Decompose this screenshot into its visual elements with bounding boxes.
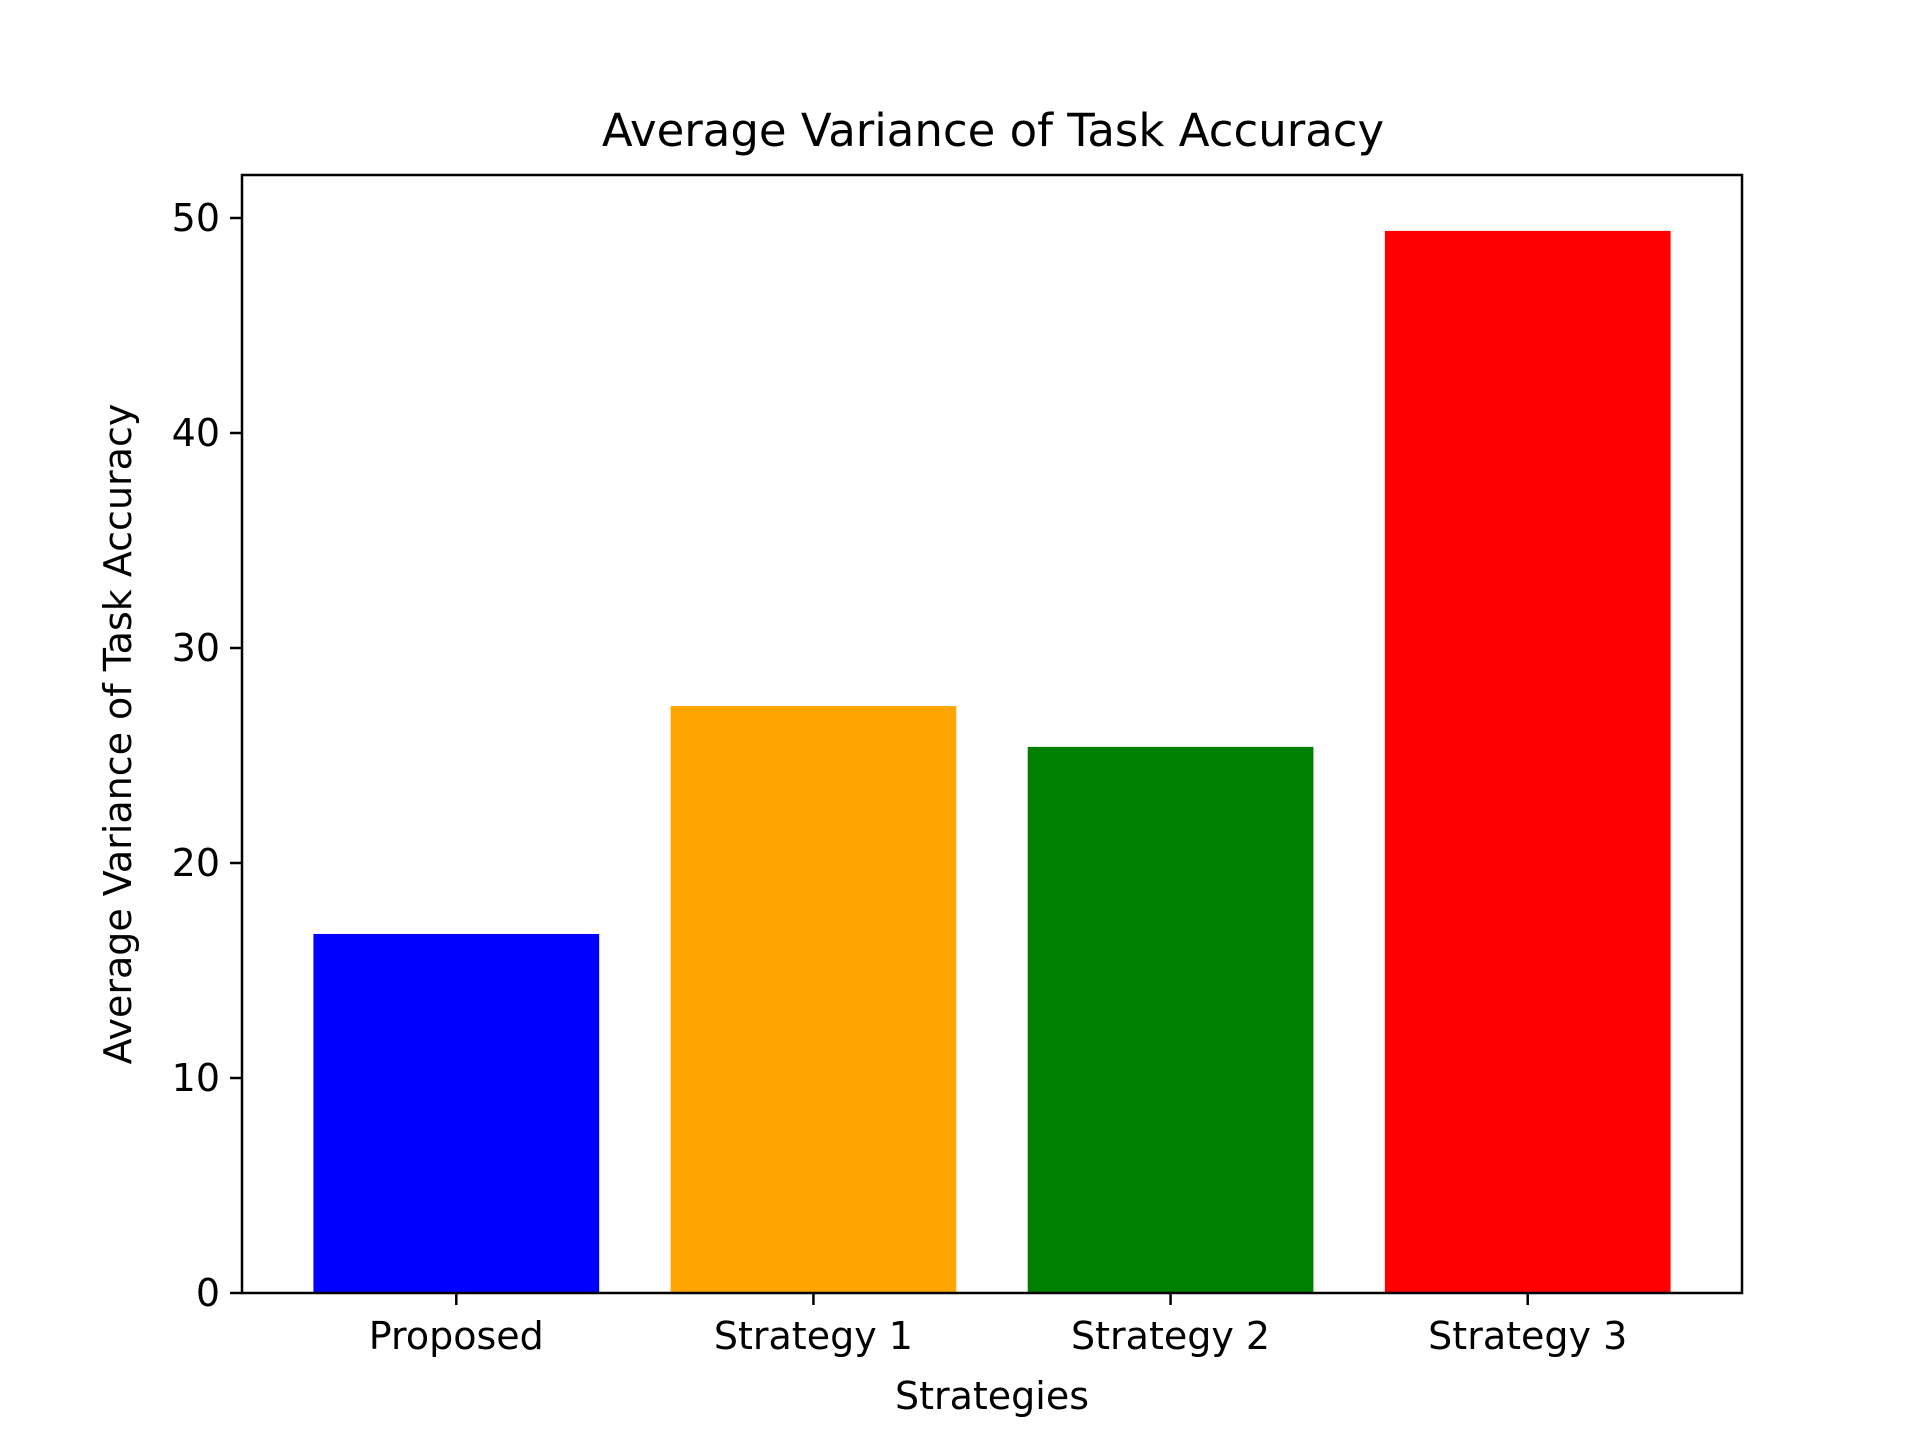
chart-title: Average Variance of Task Accuracy	[602, 104, 1384, 157]
x-tick-label: Strategy 1	[714, 1314, 913, 1358]
bars-group	[313, 230, 1671, 1293]
x-axis: Proposed Strategy 1 Strategy 2 Strategy 3	[369, 1293, 1627, 1358]
x-tick-label: Strategy 2	[1071, 1314, 1270, 1358]
bar-strategy-2	[1027, 746, 1314, 1293]
y-tick-label: 40	[172, 411, 220, 455]
y-axis-label: Average Variance of Task Accuracy	[96, 404, 140, 1065]
bar-strategy-1	[670, 706, 957, 1293]
y-tick-label: 20	[172, 841, 220, 885]
y-tick-label: 30	[172, 626, 220, 670]
y-axis: 0 10 20 30 40 50	[172, 196, 242, 1315]
x-tick-label: Strategy 3	[1428, 1314, 1627, 1358]
bar-strategy-3	[1384, 230, 1671, 1293]
y-tick-label: 50	[172, 196, 220, 240]
y-tick-label: 10	[172, 1056, 220, 1100]
x-tick-label: Proposed	[369, 1314, 544, 1358]
y-tick-label: 0	[196, 1271, 220, 1315]
plot-area-frame	[240, 173, 1744, 1295]
bar-proposed	[313, 933, 600, 1293]
x-axis-label: Strategies	[895, 1374, 1089, 1418]
